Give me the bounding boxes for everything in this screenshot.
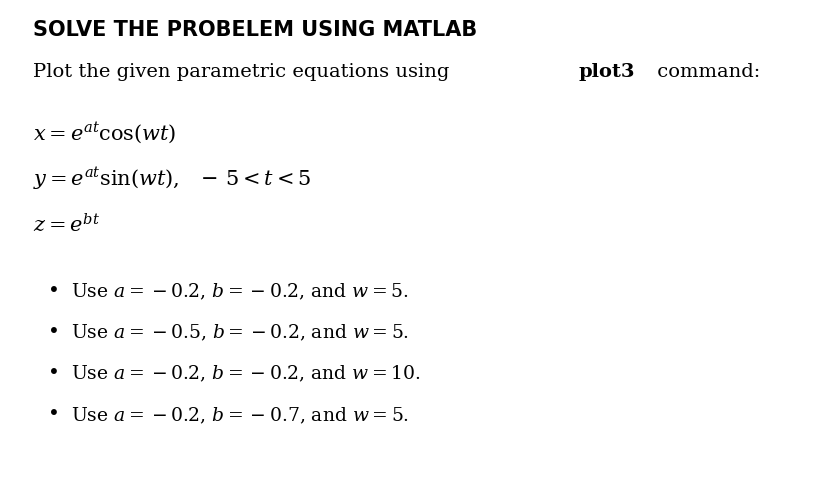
Text: •: • bbox=[48, 282, 60, 301]
Text: •: • bbox=[48, 323, 60, 342]
Text: $\mathit{z} = e^{bt}$: $\mathit{z} = e^{bt}$ bbox=[33, 214, 100, 237]
Text: Plot the given parametric equations using: Plot the given parametric equations usin… bbox=[33, 63, 456, 81]
Text: Use $a = -0.5$, $b = -0.2$, and $w = 5$.: Use $a = -0.5$, $b = -0.2$, and $w = 5$. bbox=[71, 323, 408, 343]
Text: plot3: plot3 bbox=[579, 63, 635, 81]
Text: Use $a = -0.2$, $b = -0.2$, and $w = 5$.: Use $a = -0.2$, $b = -0.2$, and $w = 5$. bbox=[71, 282, 408, 302]
Text: •: • bbox=[48, 405, 60, 425]
Text: SOLVE THE PROBELEM USING MATLAB: SOLVE THE PROBELEM USING MATLAB bbox=[33, 20, 477, 40]
Text: •: • bbox=[48, 364, 60, 383]
Text: command:: command: bbox=[652, 63, 760, 81]
Text: Use $a = -0.2$, $b = -0.2$, and $w = 10$.: Use $a = -0.2$, $b = -0.2$, and $w = 10$… bbox=[71, 364, 420, 384]
Text: $\mathit{y} = e^{at}\sin(\mathit{wt}),\ \ -\,5 < \mathit{t} < 5$: $\mathit{y} = e^{at}\sin(\mathit{wt}),\ … bbox=[33, 166, 311, 192]
Text: Use $a = -0.2$, $b = -0.7$, and $w = 5$.: Use $a = -0.2$, $b = -0.7$, and $w = 5$. bbox=[71, 405, 408, 426]
Text: $\mathit{x} = e^{at}\cos(\mathit{wt})$: $\mathit{x} = e^{at}\cos(\mathit{wt})$ bbox=[33, 121, 177, 145]
